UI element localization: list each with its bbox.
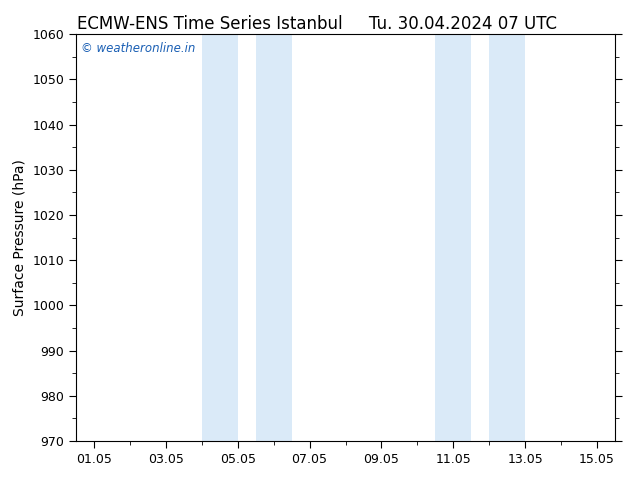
Bar bbox=[436, 34, 471, 441]
Bar bbox=[202, 34, 238, 441]
Bar bbox=[256, 34, 292, 441]
Y-axis label: Surface Pressure (hPa): Surface Pressure (hPa) bbox=[13, 159, 27, 316]
Text: © weatheronline.in: © weatheronline.in bbox=[81, 43, 196, 55]
Bar bbox=[489, 34, 525, 441]
Text: ECMW-ENS Time Series Istanbul     Tu. 30.04.2024 07 UTC: ECMW-ENS Time Series Istanbul Tu. 30.04.… bbox=[77, 15, 557, 33]
